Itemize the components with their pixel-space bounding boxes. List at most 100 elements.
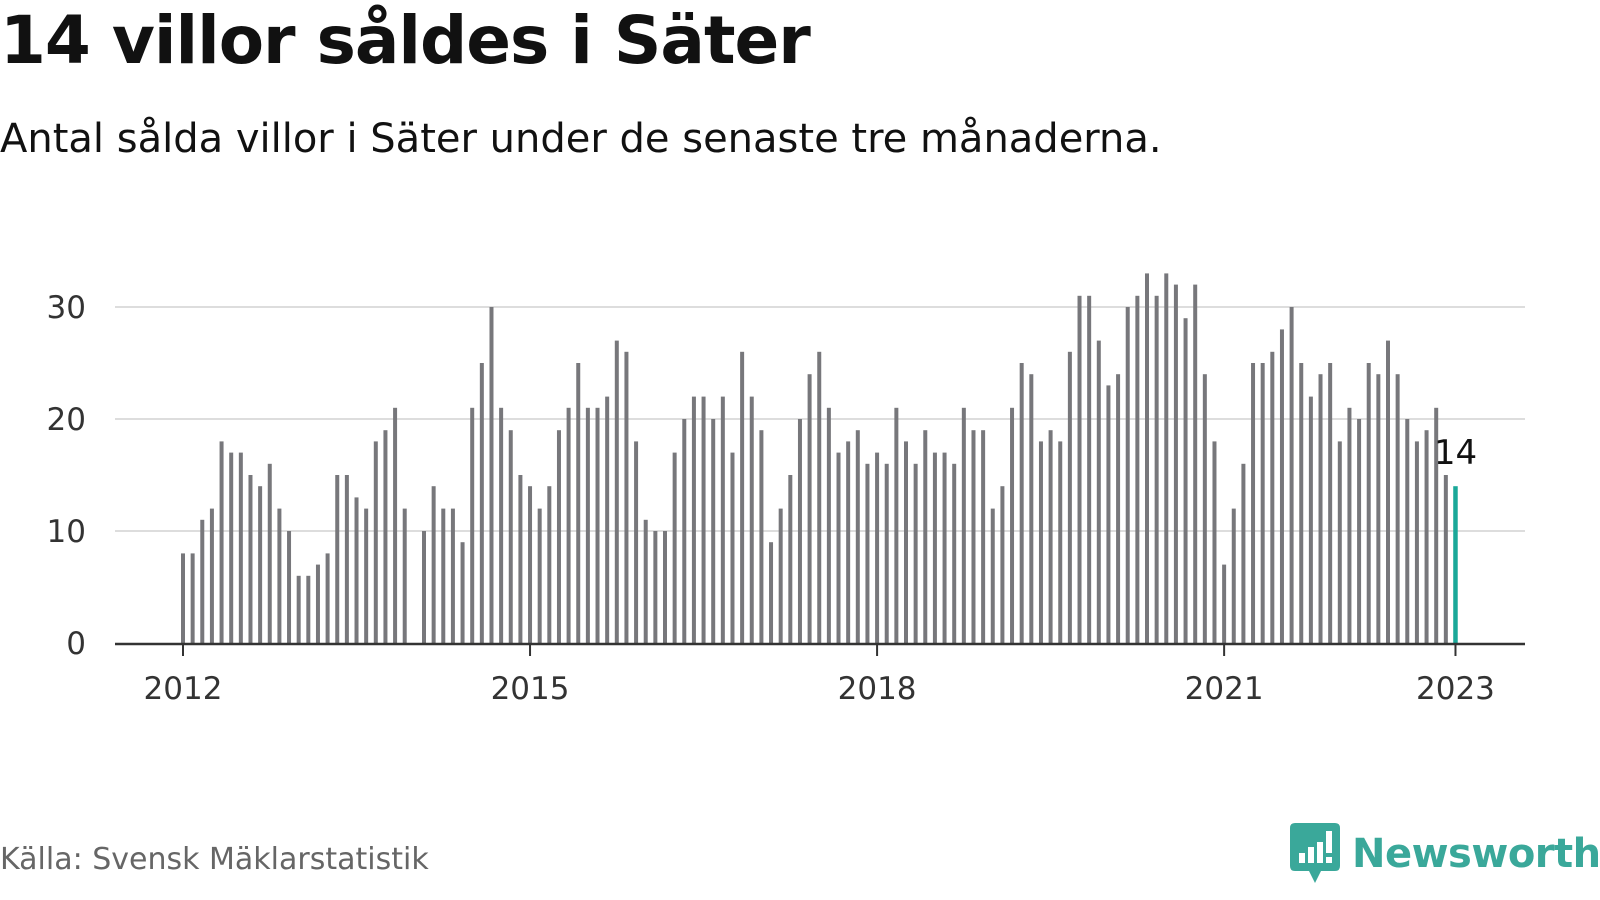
bar bbox=[624, 351, 629, 643]
bar bbox=[219, 441, 224, 643]
bar bbox=[1251, 363, 1256, 643]
x-tick-label: 2012 bbox=[144, 671, 223, 707]
bar bbox=[701, 396, 706, 643]
bar bbox=[296, 575, 301, 643]
bar bbox=[576, 363, 581, 643]
y-tick-label: 30 bbox=[47, 290, 86, 326]
bar bbox=[711, 419, 716, 643]
bar bbox=[846, 441, 851, 643]
bar bbox=[1328, 363, 1333, 643]
bar bbox=[855, 430, 860, 643]
highlight-data-label: 14 bbox=[1434, 433, 1477, 473]
bar bbox=[1308, 396, 1313, 643]
bar bbox=[1000, 486, 1005, 643]
bar bbox=[402, 508, 407, 643]
bar bbox=[315, 564, 320, 643]
bar bbox=[1279, 329, 1284, 643]
bar bbox=[1145, 273, 1149, 643]
bar bbox=[720, 396, 725, 643]
bar bbox=[1260, 363, 1265, 643]
y-tick-label: 0 bbox=[66, 626, 86, 662]
bar bbox=[1202, 374, 1207, 643]
y-tick-label: 10 bbox=[47, 514, 86, 550]
bar bbox=[566, 407, 571, 643]
bar bbox=[1116, 374, 1121, 643]
bar bbox=[1299, 363, 1304, 643]
bar-chart: 0 10 20 30 2012 2015 2018 2021 2023 14 bbox=[47, 273, 1525, 707]
bar bbox=[990, 508, 995, 643]
bar-highlight bbox=[1453, 486, 1458, 643]
bar bbox=[1241, 463, 1246, 643]
bar bbox=[1125, 307, 1130, 643]
bar bbox=[1405, 419, 1410, 643]
bar bbox=[1087, 295, 1092, 643]
bar bbox=[1135, 295, 1140, 643]
x-tick-label: 2015 bbox=[491, 671, 570, 707]
bar bbox=[393, 407, 398, 643]
bar bbox=[422, 531, 426, 643]
bar bbox=[258, 486, 263, 643]
bar bbox=[450, 508, 455, 643]
bar bbox=[1164, 273, 1169, 643]
bar bbox=[797, 419, 802, 643]
bar bbox=[335, 475, 340, 643]
bar bbox=[200, 519, 205, 643]
bar bbox=[605, 396, 610, 643]
bar bbox=[1077, 295, 1082, 643]
bar bbox=[1106, 385, 1111, 643]
bar bbox=[1173, 284, 1178, 643]
bar bbox=[209, 508, 214, 643]
bar bbox=[479, 363, 484, 643]
bar bbox=[1154, 295, 1159, 643]
bar bbox=[1222, 564, 1227, 643]
bar bbox=[788, 475, 793, 643]
chart-subtitle: Antal sålda villor i Säter under de sena… bbox=[0, 116, 1162, 162]
bar bbox=[740, 351, 745, 643]
brand: Newsworthy bbox=[1290, 823, 1600, 884]
bar bbox=[585, 407, 590, 643]
newsworthy-chart-bubble-icon bbox=[1290, 823, 1340, 883]
bar bbox=[952, 463, 957, 643]
bar bbox=[267, 463, 272, 643]
bar bbox=[923, 430, 928, 643]
bar bbox=[373, 441, 378, 643]
x-tick-label: 2021 bbox=[1185, 671, 1264, 707]
bar bbox=[1376, 374, 1381, 643]
bar bbox=[1193, 284, 1198, 643]
bar bbox=[508, 430, 513, 643]
bar bbox=[1366, 363, 1371, 643]
bar bbox=[730, 452, 735, 643]
bar bbox=[865, 463, 870, 643]
bar bbox=[884, 463, 889, 643]
bar bbox=[1010, 407, 1015, 643]
bar bbox=[354, 497, 359, 643]
bar bbox=[1357, 419, 1362, 643]
bar bbox=[634, 441, 639, 643]
bar bbox=[981, 430, 986, 643]
bar bbox=[181, 553, 185, 643]
bar bbox=[1289, 307, 1294, 643]
y-tick-label: 20 bbox=[47, 402, 86, 438]
bar bbox=[663, 531, 667, 643]
bar bbox=[682, 419, 687, 643]
bar bbox=[325, 553, 330, 643]
bar bbox=[875, 452, 880, 643]
bar bbox=[229, 452, 234, 643]
bar bbox=[1443, 475, 1448, 643]
bar bbox=[1058, 441, 1063, 643]
bar bbox=[287, 531, 292, 643]
bar bbox=[1395, 374, 1400, 643]
bar bbox=[441, 508, 446, 643]
bar bbox=[344, 475, 349, 643]
bar bbox=[1337, 441, 1342, 643]
bar bbox=[248, 475, 253, 643]
bar bbox=[1019, 363, 1024, 643]
bar bbox=[1029, 374, 1034, 643]
bar bbox=[691, 396, 696, 643]
x-tick-label: 2023 bbox=[1416, 671, 1495, 707]
bar bbox=[817, 351, 822, 643]
bar bbox=[932, 452, 937, 643]
bar bbox=[1231, 508, 1236, 643]
brand-name: Newsworthy bbox=[1352, 831, 1600, 877]
bar bbox=[894, 407, 899, 643]
